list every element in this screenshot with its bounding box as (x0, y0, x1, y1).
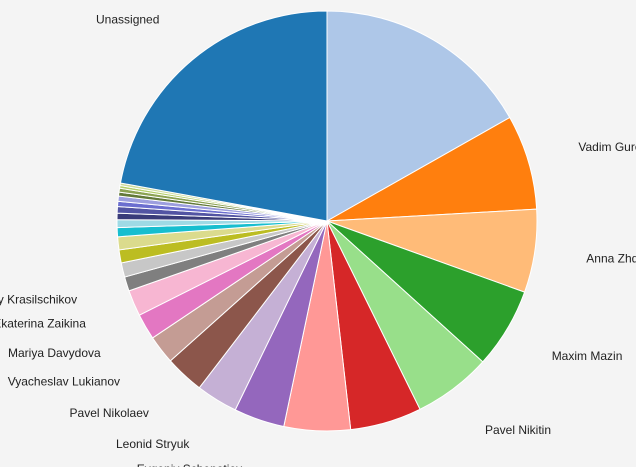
label-pavel-nikolaev: Pavel Nikolaev (70, 406, 149, 420)
label-pavel-nikitin: Pavel Nikitin (485, 423, 551, 437)
label-unassigned: Unassigned (96, 13, 159, 27)
label-vadim-gurov: Vadim Gurov (578, 140, 636, 154)
pie-slices (116, 10, 538, 432)
slice-alexander-anisimov[interactable] (326, 10, 511, 222)
label-maxim-mazin: Maxim Mazin (552, 349, 623, 363)
label-ekaterina-zaikina: Ekaterina Zaikina (0, 317, 86, 331)
label-leonid-stryuk: Leonid Stryuk (116, 437, 190, 451)
label-alexander-volfman: Alexander Volfman (401, 465, 502, 467)
label-vyacheslav-lukianov: Vyacheslav Lukianov (8, 375, 120, 389)
label-mariya-davydova: Mariya Davydova (8, 346, 101, 360)
slice-unassigned[interactable] (119, 10, 328, 222)
label-dmitry-krasilschikov: Dmitry Krasilschikov (0, 293, 77, 307)
label-anna-zhdan: Anna Zhdan (586, 252, 636, 266)
label-alexander-anisimov: Alexander Anisimov (459, 0, 564, 2)
label-evgeniy-schepotiev: Evgeniy Schepotiev (137, 462, 242, 467)
